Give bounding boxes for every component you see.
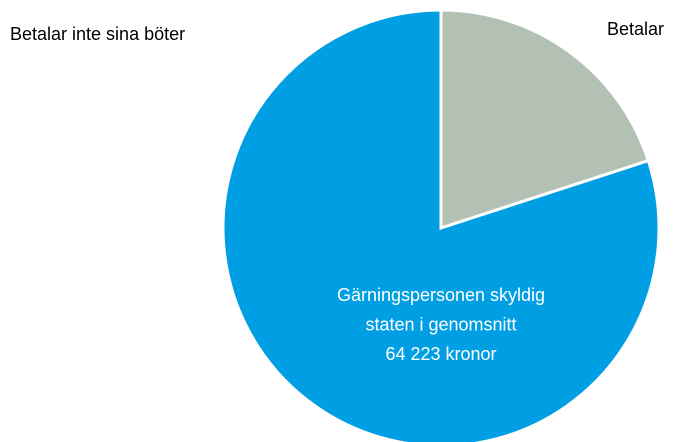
slice-label: Betalar inte sina böter bbox=[10, 24, 185, 44]
pie-slice bbox=[439, 8, 651, 231]
slice-label: Betalar bbox=[607, 19, 664, 39]
pie-slice bbox=[221, 8, 661, 442]
annotation: staten i genomsnitt bbox=[365, 314, 516, 334]
annotation: 64 223 kronor bbox=[385, 344, 496, 364]
annotation: Gärningspersonen skyldig bbox=[337, 285, 545, 305]
